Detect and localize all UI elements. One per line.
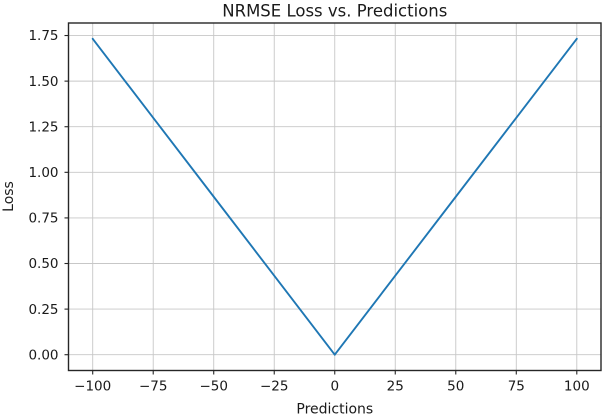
x-tick-label: −100 <box>74 379 111 395</box>
x-tick-label: 25 <box>387 379 404 395</box>
x-tick-label: −75 <box>139 379 168 395</box>
loss-line <box>91 37 578 356</box>
y-tick-label: 0.50 <box>28 256 58 272</box>
y-tick-label: 0.75 <box>28 211 58 227</box>
y-tick-label: 1.25 <box>28 119 58 135</box>
x-tick-label: 100 <box>564 379 590 395</box>
tick-marks-and-labels: −100 −75 −50 −25 0 25 50 75 100 0.00 0.25 0.50 0.75 1… <box>28 28 589 394</box>
x-tick-label: 50 <box>447 379 464 395</box>
x-tick-label: −25 <box>260 379 289 395</box>
y-tick-label: 1.00 <box>28 165 58 181</box>
y-tick-label: 1.75 <box>28 28 58 44</box>
chart-title: NRMSE Loss vs. Predictions <box>222 2 447 21</box>
y-tick-label: 0.25 <box>28 302 58 318</box>
x-tick-label: 0 <box>330 379 339 395</box>
x-tick-label: 75 <box>508 379 525 395</box>
y-tick-label: 0.00 <box>28 347 58 363</box>
y-axis-label: Loss <box>1 181 17 212</box>
grid-lines <box>68 23 601 371</box>
x-tick-label: −50 <box>199 379 228 395</box>
y-tick-label: 1.50 <box>28 74 58 90</box>
x-axis-label: Predictions <box>296 402 373 418</box>
loss-line-layer <box>91 37 578 356</box>
